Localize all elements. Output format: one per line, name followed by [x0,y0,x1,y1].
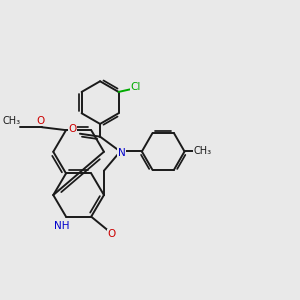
Text: CH₃: CH₃ [193,146,212,157]
Text: N: N [118,148,126,158]
Text: CH₃: CH₃ [3,116,21,126]
Text: O: O [68,124,77,134]
Text: O: O [108,230,116,239]
Text: Cl: Cl [130,82,141,92]
Text: O: O [36,116,44,126]
Text: NH: NH [54,221,69,231]
